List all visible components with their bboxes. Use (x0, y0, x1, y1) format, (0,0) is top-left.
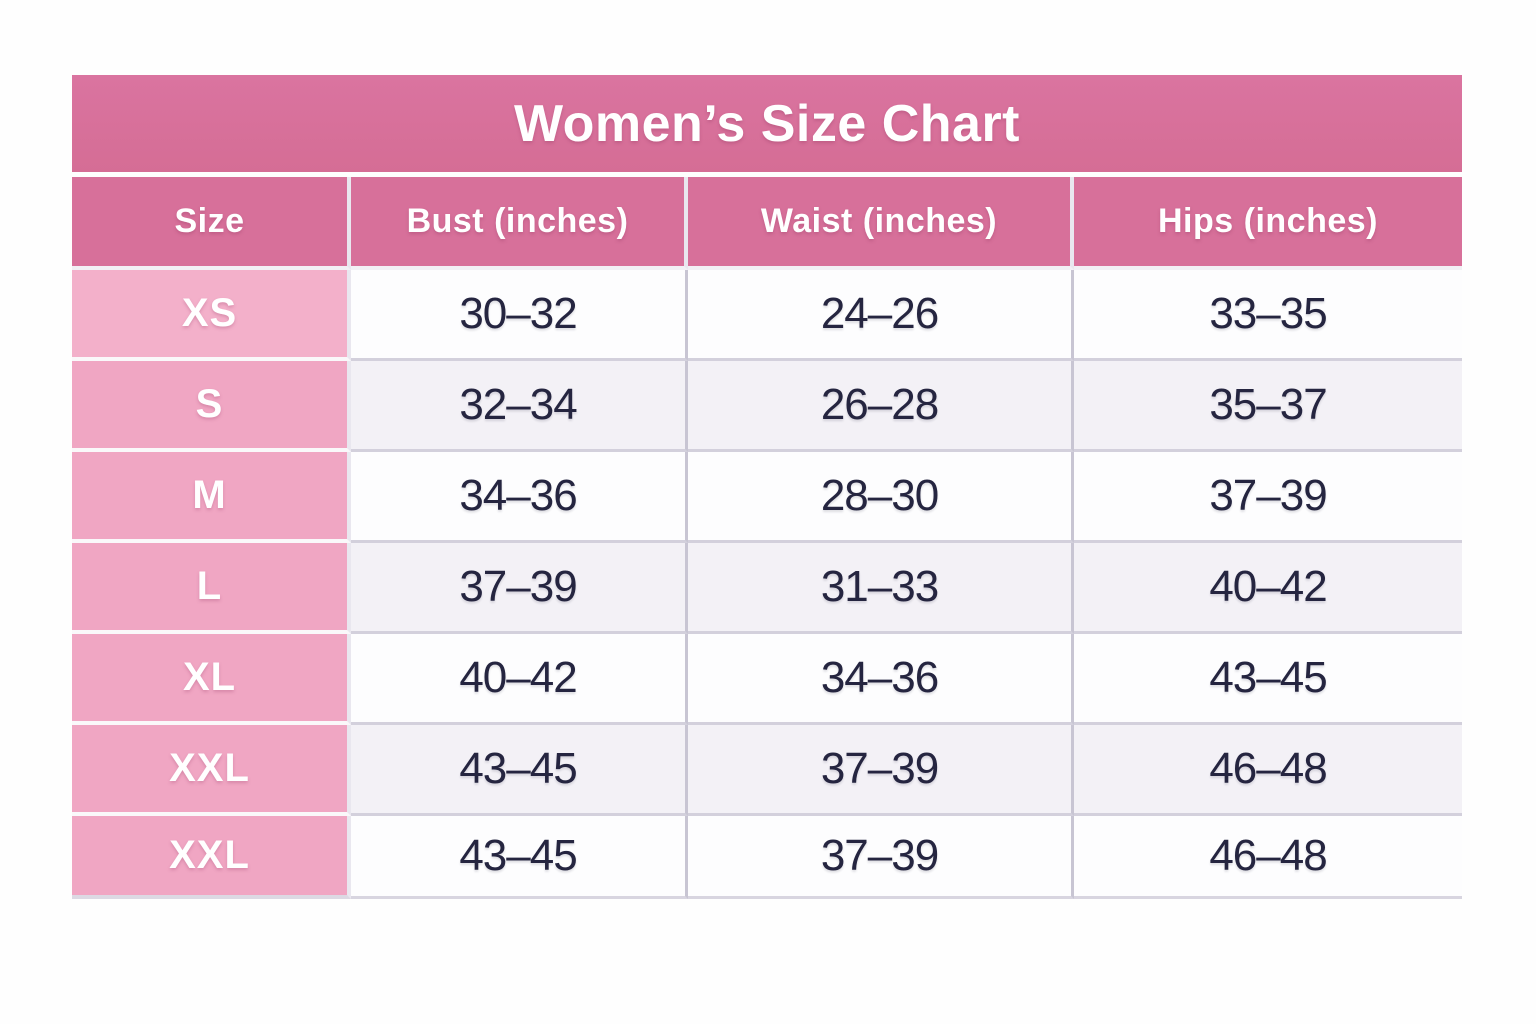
bust-cell: 32–34 (351, 361, 688, 452)
table-row-m: M 34–36 28–30 37–39 (72, 452, 1462, 543)
size-cell: XXL (72, 725, 351, 816)
table-row-l: L 37–39 31–33 40–42 (72, 543, 1462, 634)
hips-cell: 46–48 (1074, 725, 1462, 816)
bust-cell: 34–36 (351, 452, 688, 543)
hips-cell: 40–42 (1074, 543, 1462, 634)
size-cell: XS (72, 270, 351, 361)
col-header-hips: Hips (inches) (1074, 177, 1462, 270)
waist-cell: 37–39 (688, 816, 1074, 899)
col-header-waist: Waist (inches) (688, 177, 1074, 270)
waist-cell: 28–30 (688, 452, 1074, 543)
table-row-xs: XS 30–32 24–26 33–35 (72, 270, 1462, 361)
waist-cell: 31–33 (688, 543, 1074, 634)
size-cell: XXL (72, 816, 351, 899)
bust-cell: 43–45 (351, 816, 688, 899)
hips-cell: 43–45 (1074, 634, 1462, 725)
col-header-bust: Bust (inches) (351, 177, 688, 270)
size-cell: S (72, 361, 351, 452)
waist-cell: 37–39 (688, 725, 1074, 816)
header-row: Size Bust (inches) Waist (inches) Hips (… (72, 177, 1462, 270)
hips-cell: 37–39 (1074, 452, 1462, 543)
table-row-s: S 32–34 26–28 35–37 (72, 361, 1462, 452)
chart-title: Women’s Size Chart (514, 94, 1020, 153)
size-cell: M (72, 452, 351, 543)
waist-cell: 26–28 (688, 361, 1074, 452)
hips-cell: 35–37 (1074, 361, 1462, 452)
size-table: Size Bust (inches) Waist (inches) Hips (… (72, 177, 1462, 899)
waist-cell: 34–36 (688, 634, 1074, 725)
size-cell: L (72, 543, 351, 634)
hips-cell: 46–48 (1074, 816, 1462, 899)
table-row-xxl-2: XXL 43–45 37–39 46–48 (72, 816, 1462, 899)
col-header-size: Size (72, 177, 351, 270)
hips-cell: 33–35 (1074, 270, 1462, 361)
waist-cell: 24–26 (688, 270, 1074, 361)
table-row-xxl: XXL 43–45 37–39 46–48 (72, 725, 1462, 816)
table-row-xl: XL 40–42 34–36 43–45 (72, 634, 1462, 725)
bust-cell: 40–42 (351, 634, 688, 725)
size-cell: XL (72, 634, 351, 725)
chart-title-bar: Women’s Size Chart (72, 75, 1462, 172)
bust-cell: 43–45 (351, 725, 688, 816)
size-chart: Women’s Size Chart Size Bust (inches) Wa… (72, 75, 1462, 899)
bust-cell: 30–32 (351, 270, 688, 361)
bust-cell: 37–39 (351, 543, 688, 634)
